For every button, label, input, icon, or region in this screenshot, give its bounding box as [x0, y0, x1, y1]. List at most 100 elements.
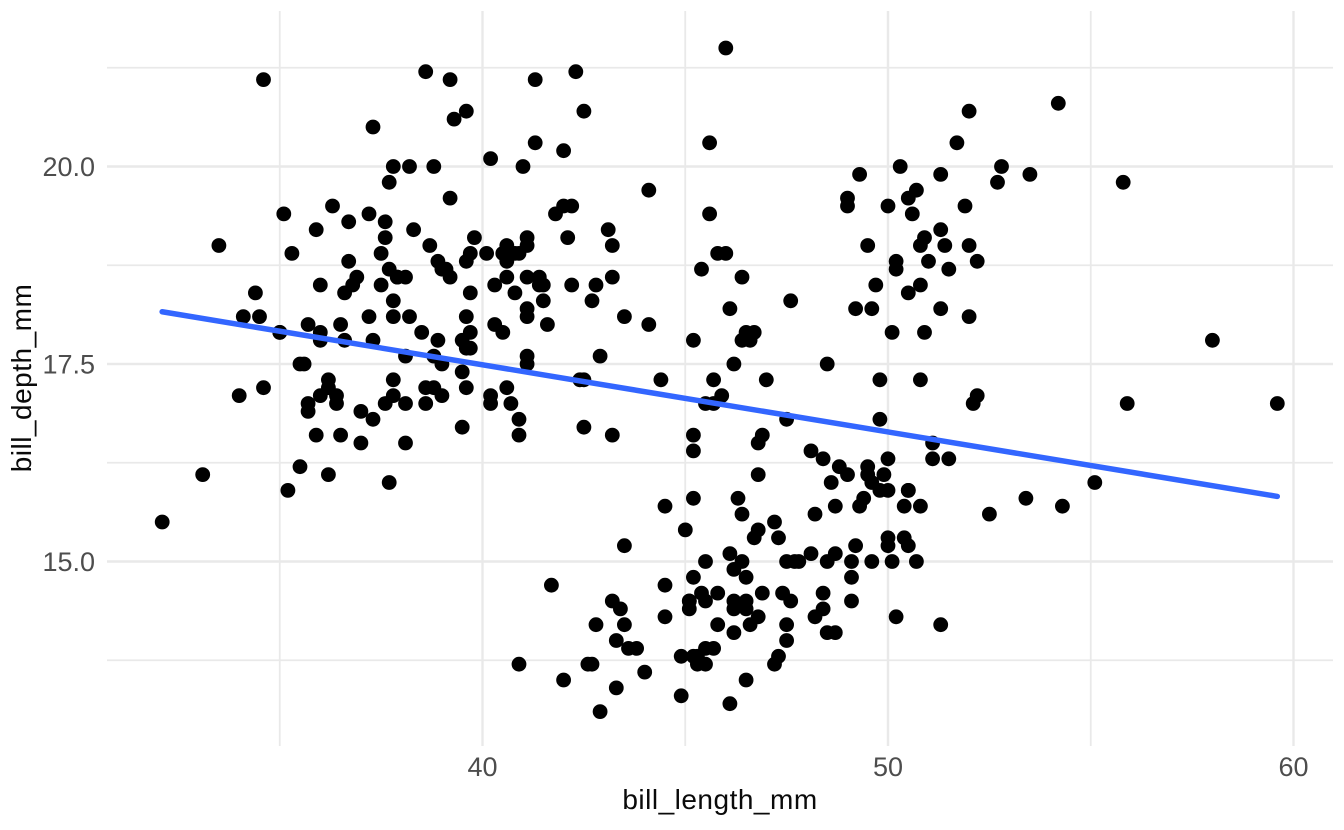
data-point: [888, 609, 904, 625]
data-point: [686, 443, 701, 459]
data-point: [588, 277, 604, 293]
data-point: [256, 380, 271, 396]
data-point: [734, 506, 750, 522]
data-point: [864, 301, 880, 317]
data-point: [657, 577, 673, 593]
data-point: [564, 198, 580, 214]
data-point: [296, 356, 312, 372]
data-point: [641, 182, 657, 198]
data-point: [913, 498, 928, 514]
data-point: [819, 625, 835, 640]
data-point: [641, 317, 657, 332]
y-axis-title: bill_depth_mm: [6, 283, 37, 473]
data-point: [389, 269, 405, 285]
data-point: [560, 230, 576, 246]
data-point: [454, 419, 470, 435]
data-point: [844, 554, 859, 569]
data-point: [495, 325, 511, 340]
data-point: [961, 103, 977, 119]
data-point: [333, 317, 348, 332]
data-point: [487, 277, 503, 293]
data-point: [195, 467, 211, 482]
data-point: [515, 159, 531, 174]
x-tick-label: 50: [873, 752, 903, 782]
data-point: [957, 198, 973, 214]
data-point: [365, 119, 381, 135]
data-point: [722, 301, 738, 317]
data-point: [333, 427, 348, 443]
data-point: [734, 332, 750, 348]
data-point: [657, 609, 673, 625]
data-point: [698, 554, 713, 569]
data-point: [819, 554, 835, 569]
data-point: [373, 277, 389, 293]
data-point: [458, 380, 474, 396]
data-point: [381, 174, 397, 190]
data-point: [462, 325, 478, 340]
data-point: [385, 309, 401, 324]
data-point: [377, 214, 393, 230]
data-point: [726, 601, 742, 617]
data-point: [300, 317, 316, 332]
data-point: [1055, 498, 1070, 514]
data-point: [325, 198, 340, 214]
data-point: [767, 514, 782, 530]
data-point: [548, 206, 563, 222]
x-tick-label: 40: [467, 752, 497, 782]
data-point: [584, 656, 600, 672]
data-point: [738, 672, 754, 688]
data-point: [377, 230, 393, 246]
data-point: [884, 554, 900, 569]
data-point: [738, 601, 754, 617]
data-point: [941, 451, 957, 467]
data-point: [373, 246, 389, 261]
data-point: [442, 269, 458, 285]
data-point: [730, 490, 746, 506]
x-tick-label: 60: [1278, 752, 1308, 782]
data-point: [933, 617, 949, 633]
data-point: [872, 483, 888, 498]
data-point: [872, 411, 888, 427]
data-point: [458, 103, 474, 119]
data-point: [750, 522, 766, 538]
data-point: [568, 64, 584, 80]
data-point: [758, 372, 774, 388]
data-point: [1050, 95, 1066, 111]
data-point: [933, 222, 949, 238]
data-point: [921, 253, 936, 269]
data-point: [608, 633, 624, 648]
data-point: [673, 648, 689, 664]
data-point: [767, 656, 782, 672]
data-point: [576, 103, 592, 119]
data-point: [771, 530, 786, 546]
data-point: [617, 309, 632, 324]
data-point: [276, 206, 292, 222]
data-point: [880, 451, 896, 467]
data-point: [872, 372, 888, 388]
data-point: [718, 246, 734, 261]
data-point: [738, 569, 754, 585]
data-point: [913, 372, 928, 388]
data-point: [462, 285, 478, 301]
data-point: [414, 325, 430, 340]
data-point: [969, 253, 985, 269]
data-point: [900, 483, 916, 498]
data-point: [1018, 490, 1034, 506]
data-point: [888, 261, 904, 277]
data-point: [726, 625, 742, 640]
data-point: [312, 388, 328, 403]
data-point: [913, 277, 928, 293]
data-point: [418, 380, 434, 396]
data-point: [860, 238, 876, 253]
data-point: [499, 238, 515, 253]
data-point: [831, 459, 847, 475]
data-point: [961, 238, 977, 253]
data-point: [1087, 475, 1103, 490]
data-point: [961, 309, 977, 324]
data-point: [694, 261, 709, 277]
data-point: [592, 348, 608, 364]
data-point: [430, 332, 446, 348]
data-point: [454, 364, 470, 380]
data-point: [385, 159, 401, 174]
